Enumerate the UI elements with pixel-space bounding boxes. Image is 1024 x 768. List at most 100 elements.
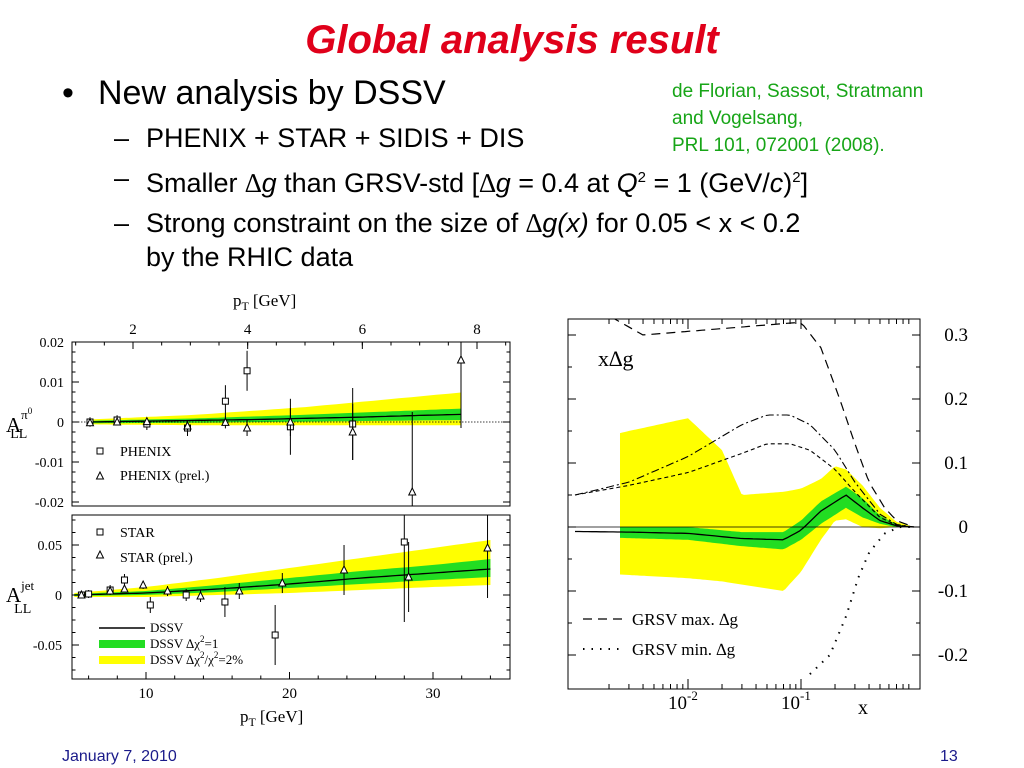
sub-bullet-dash: – bbox=[114, 123, 130, 153]
triangle-marker bbox=[105, 585, 115, 595]
triangle-marker bbox=[85, 417, 95, 427]
triangle-marker bbox=[456, 354, 466, 364]
delta-symbol: ∆ bbox=[525, 208, 543, 238]
q-symbol: Q bbox=[616, 168, 638, 198]
y-tick-label: -0.2 bbox=[938, 645, 968, 666]
x-tick-base: 10 bbox=[781, 693, 800, 714]
triangle-marker bbox=[163, 585, 172, 595]
x-tick-label: 10-1 bbox=[781, 688, 811, 714]
legend-green-band bbox=[99, 640, 145, 648]
legend-label: STAR bbox=[120, 526, 155, 541]
sub2-text: = 1 (GeV/ bbox=[645, 168, 770, 198]
star-xlabel: pT [GeV] bbox=[240, 707, 303, 729]
top-tick-label: 6 bbox=[359, 322, 367, 338]
phenix-frame bbox=[71, 341, 511, 507]
y-tick-label: 0.2 bbox=[944, 389, 968, 410]
y-tick-label: 0 bbox=[959, 517, 969, 538]
x-tick-exp: -1 bbox=[800, 688, 811, 703]
star-ylabel: Ajet LL bbox=[6, 578, 35, 617]
sub3-text: for 0.05 < x < 0.2 bbox=[588, 208, 801, 238]
star-frame bbox=[71, 514, 511, 680]
triangle-marker bbox=[348, 426, 357, 436]
sub-bullet-dash: – bbox=[114, 163, 130, 193]
x-tick-label: 20 bbox=[282, 686, 297, 702]
citation-line: PRL 101, 072001 (2008). bbox=[672, 135, 885, 156]
star-points bbox=[77, 515, 492, 665]
square-marker bbox=[85, 590, 93, 598]
legend-yellow-band bbox=[99, 656, 145, 664]
sub2-text: = 0.4 at bbox=[510, 168, 617, 198]
sub2-text: ] bbox=[800, 168, 809, 198]
triangle-marker bbox=[234, 585, 244, 595]
sub2-text: Smaller bbox=[146, 168, 246, 198]
sub-bullet-3: – Strong constraint on the size of ∆g(x)… bbox=[62, 206, 1012, 274]
legend-label: GRSV max. ∆g bbox=[632, 610, 738, 629]
triangle-marker bbox=[142, 416, 152, 426]
xdg-curves bbox=[574, 319, 915, 675]
g-symbol: g bbox=[495, 168, 511, 198]
legend-label: STAR (prel.) bbox=[120, 551, 193, 566]
page-number: 13 bbox=[940, 748, 958, 765]
delta-symbol: ∆ bbox=[245, 168, 262, 198]
square-marker bbox=[221, 598, 229, 606]
triangle-marker bbox=[339, 564, 349, 574]
legend-label: DSSV ∆χ2=1 bbox=[150, 634, 218, 651]
grsv-val-curve bbox=[574, 443, 915, 528]
legend-label: PHENIX (prel.) bbox=[120, 469, 210, 484]
y-tick-label: -0.1 bbox=[938, 581, 968, 602]
square-marker bbox=[182, 591, 190, 599]
citation-line: and Vogelsang, bbox=[672, 108, 804, 129]
xdg-ticks: 0.30.20.10-0.1-0.210-2 10-1 bbox=[568, 319, 968, 714]
c-symbol: c bbox=[769, 168, 784, 198]
bullet-list: • New analysis by DSSV – PHENIX + STAR +… bbox=[62, 74, 1012, 274]
bullet-main: • New analysis by DSSV bbox=[62, 74, 1012, 113]
sub-bullet-dash: – bbox=[114, 208, 130, 238]
legend-square-marker bbox=[96, 528, 104, 536]
y-tick-label: -0.05 bbox=[33, 639, 62, 654]
phenix-legend: PHENIX PHENIX (prel.) bbox=[95, 445, 210, 484]
legend-triangle-marker bbox=[95, 470, 105, 480]
yellow-band bbox=[620, 418, 912, 591]
xdg-xlabel: x bbox=[858, 697, 868, 719]
slide-title: Global analysis result bbox=[305, 18, 719, 62]
citation-line: de Florian, Sassot, Stratmann bbox=[672, 81, 924, 102]
legend-label: DSSV bbox=[150, 620, 184, 635]
y-tick-label: 0.3 bbox=[944, 325, 968, 346]
top-tick-label: 2 bbox=[129, 322, 137, 338]
grsv-std-curve bbox=[574, 414, 915, 528]
superscript: 2 bbox=[792, 169, 801, 186]
y-tick-label: 0.01 bbox=[40, 376, 65, 391]
phenix-bands bbox=[87, 392, 462, 426]
xdg-title: x∆g bbox=[598, 346, 633, 371]
star-ticks: 0.05 0 -0.05 10 20 30 bbox=[33, 519, 510, 702]
y-tick-label: 0.05 bbox=[38, 539, 63, 554]
y-tick-label: 0 bbox=[57, 416, 64, 431]
phenix-ticks: 0.02 0.01 0 -0.01 -0.02 2 4 6 8 bbox=[35, 322, 510, 511]
xdg-panel: 0.30.20.10-0.1-0.210-2 10-1 x∆g x GRSV ma… bbox=[567, 318, 968, 719]
legend-label: DSSV ∆χ2/χ2=2% bbox=[150, 650, 243, 667]
triangle-marker bbox=[183, 420, 192, 430]
xdg-legend: GRSV max. ∆g GRSV min. ∆g bbox=[583, 610, 738, 659]
legend-square-marker bbox=[96, 447, 104, 455]
grsv-min-curve bbox=[809, 526, 914, 675]
triangle-marker bbox=[286, 416, 295, 426]
citation: de Florian, Sassot, Stratmann and Vogels… bbox=[672, 78, 1022, 159]
bullet-main-text: New analysis by DSSV bbox=[98, 74, 446, 112]
star-panel: 0.05 0 -0.05 10 20 30 pT [GeV] Ajet LL STAR STA… bbox=[6, 514, 511, 729]
y-tick-label: -0.01 bbox=[35, 456, 64, 471]
triangle-marker bbox=[112, 416, 122, 426]
bullet-dot: • bbox=[62, 74, 74, 112]
square-marker bbox=[221, 397, 229, 405]
top-tick-label: 4 bbox=[244, 322, 252, 338]
sub-bullet-2: – Smaller ∆g than GRSV-std [∆g = 0.4 at … bbox=[62, 161, 1012, 200]
square-marker bbox=[146, 601, 154, 609]
superscript: 2 bbox=[637, 169, 646, 186]
footer-date: January 7, 2010 bbox=[62, 748, 177, 765]
sub2-text: than GRSV-std [ bbox=[276, 168, 480, 198]
sub-bullet-1: – PHENIX + STAR + SIDIS + DIS bbox=[62, 121, 1012, 155]
delta-symbol: ∆ bbox=[479, 168, 496, 198]
x-tick-label: 10 bbox=[139, 686, 154, 702]
x-tick-exp: -2 bbox=[687, 688, 698, 703]
x-tick-label: 10-2 bbox=[668, 688, 698, 714]
